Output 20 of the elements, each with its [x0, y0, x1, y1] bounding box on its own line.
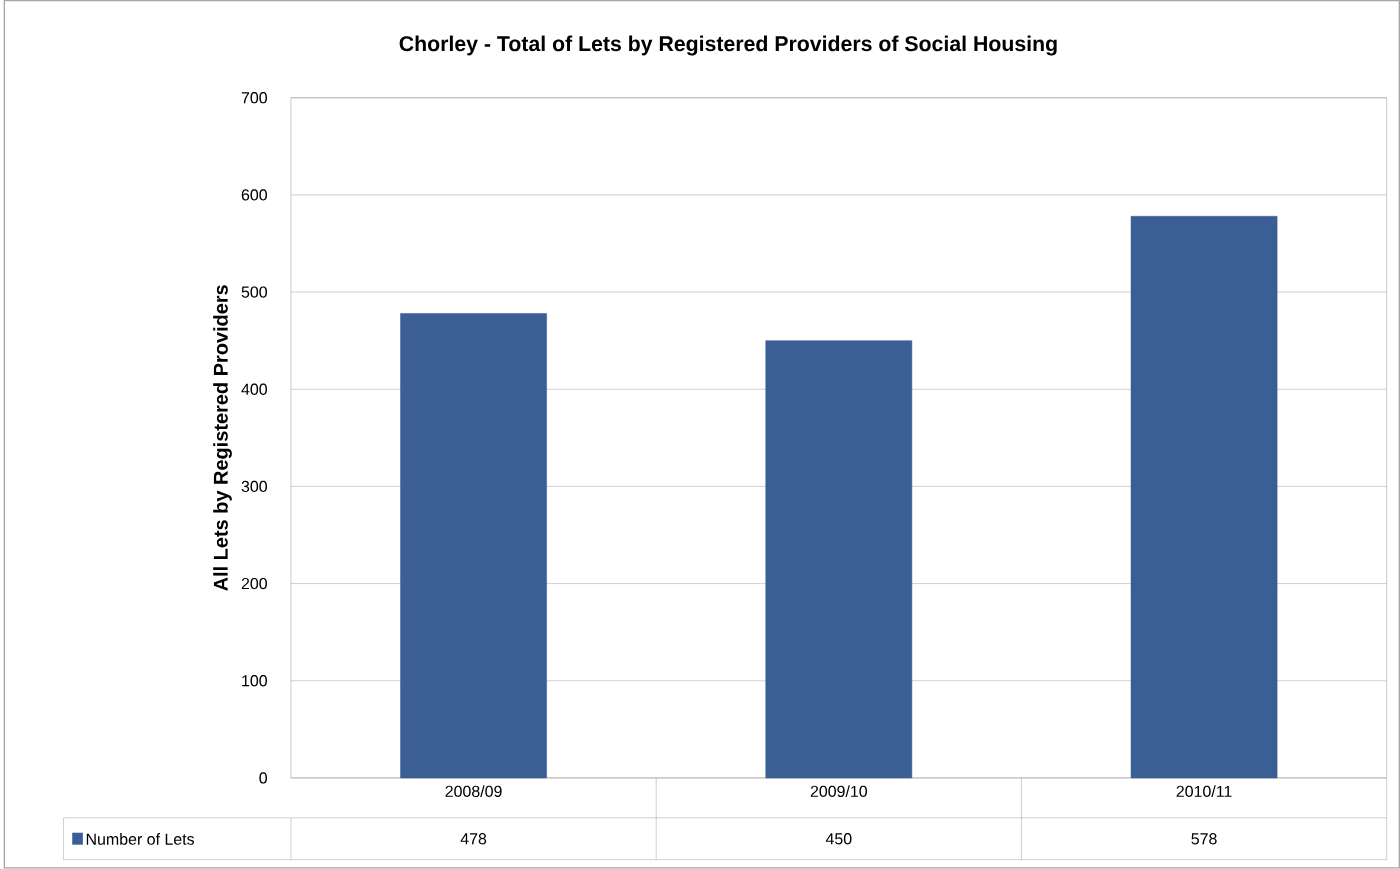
y-tick-label: 700 [241, 92, 267, 104]
y-tick-label: 400 [241, 383, 267, 396]
x-tick-label: 2009/10 [810, 785, 868, 798]
x-tick-label: 2010/11 [1176, 785, 1232, 798]
data-label: 450 [825, 833, 852, 845]
y-tick-label: 100 [242, 675, 267, 687]
y-axis-title: All Lets by Registered Providers [213, 285, 232, 592]
y-tick-label: 600 [241, 189, 267, 201]
bar [400, 313, 547, 779]
y-tick-label: 500 [241, 286, 267, 298]
data-label: 578 [1191, 833, 1217, 845]
bar [765, 340, 913, 779]
y-tick-label: 200 [241, 578, 267, 590]
data-label: 478 [460, 833, 487, 845]
chart-title: Chorley - Total of Lets by Registered Providers of Social Housing [399, 35, 1057, 56]
y-tick-label: 300 [241, 480, 267, 493]
legend-label: Number of Lets [86, 833, 195, 845]
bar [1130, 216, 1278, 779]
y-tick-label: 0 [259, 772, 268, 784]
x-tick-label: 2008/09 [445, 785, 502, 798]
